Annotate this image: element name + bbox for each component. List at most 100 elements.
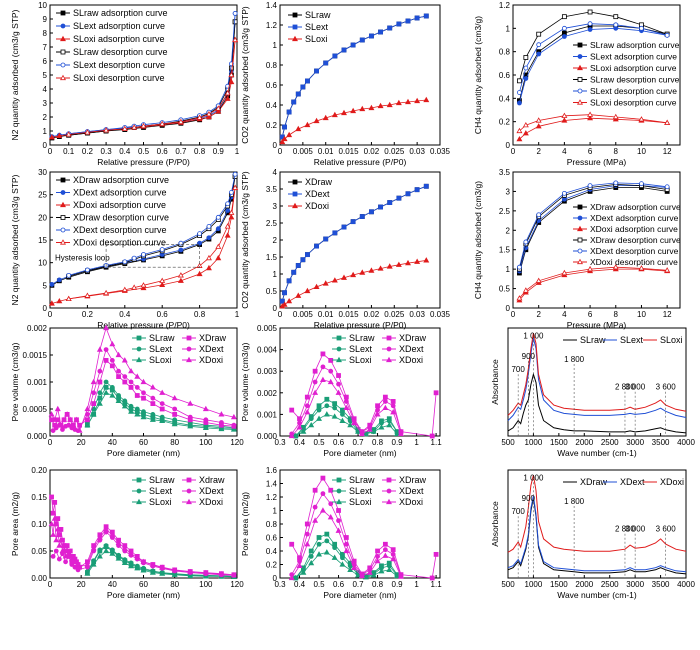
data-point [103,127,110,133]
data-point [68,555,75,562]
data-point [561,269,568,276]
data-point [561,196,567,202]
legend-label: XDoxi adsorption curve [73,200,166,210]
legend-label: SLraw [349,333,375,343]
data-point [327,514,334,520]
data-point [396,195,402,201]
data-point [339,561,346,567]
legend-label: SLraw desorption curve [73,47,168,57]
data-point [51,515,58,521]
y-tick-label: 0.002 [257,389,278,398]
data-point [517,264,522,270]
x-tick-label: 0 [511,147,516,156]
data-point [323,411,330,417]
y-tick-label: 0.8 [499,48,511,57]
series-line-1 [281,185,427,302]
legend-marker [186,477,192,483]
data-point [67,416,74,422]
y-tick-label: 0.005 [257,324,278,333]
legend-label: SLraw desorption curve [590,75,680,85]
data-point [359,214,365,219]
legend-label: SLoxi [660,335,683,345]
data-point [587,27,593,32]
data-point [52,499,58,505]
series-line-2 [519,268,668,301]
data-point [215,243,222,249]
data-point [224,89,231,96]
data-point [50,554,56,559]
data-point [535,277,542,283]
data-point [332,545,338,551]
data-point [561,25,567,31]
x-tick-label: 12 [663,310,672,319]
y-tick-label: 4 [43,85,48,94]
y-tick-label: 1 [273,270,278,279]
y-tick-label: 0.8 [266,61,278,70]
y-tick-label: 0.2 [499,118,511,127]
data-point [322,280,329,286]
data-point [84,405,91,412]
data-point [159,564,166,570]
data-point [291,99,297,105]
data-point [327,378,334,385]
legend-marker [136,356,142,363]
y-tick-label: 0.000 [257,432,278,441]
panel-b2: 0 0.005 0.01 0.015 0.02 0.025 0.03 0.03500.511.… [240,168,451,330]
data-point [382,541,388,547]
data-point [122,259,128,265]
data-point [53,548,59,554]
data-point [522,121,529,128]
data-point [341,274,347,280]
data-point [171,571,178,577]
x-tick-label: 0.3 [274,438,286,447]
data-point [296,424,303,430]
y-tick-label: 0.003 [257,367,278,376]
data-point [638,265,645,271]
series-line-1 [281,15,427,138]
x-tick-label: 0.03 [409,147,425,156]
y-tick-label: 2.5 [266,219,278,228]
data-point [561,190,567,196]
series-line-0 [507,372,687,434]
data-point [378,568,385,574]
x-tick-label: 0.5 [138,147,150,156]
x-tick-label: 2500 [601,580,619,589]
y-tick-label: 1.4 [266,480,278,489]
x-tick-label: 0.5 [313,438,325,447]
x-tick-label: 0.02 [364,147,380,156]
data-point [397,573,404,579]
legend-label: XDraw [399,333,427,343]
x-tick-label: 0.8 [194,310,206,319]
data-point [414,258,421,264]
data-point [386,421,393,428]
x-axis-label: Relative pressure (P/P0) [314,157,407,167]
y-tick-label: 1 [273,41,278,50]
x-tick-label: 0 [511,310,516,319]
x-tick-label: 2 [536,310,541,319]
data-point [378,29,383,35]
data-point [323,549,330,555]
legend-marker [60,23,66,29]
legend-label: SLraw [149,333,175,343]
data-point [128,367,135,374]
legend-marker [577,248,583,254]
data-point [90,545,97,551]
data-point [516,127,523,134]
x-tick-label: 0 [278,310,283,319]
data-point [128,384,134,390]
data-point [282,124,287,130]
data-point [369,209,374,215]
data-point [374,411,381,417]
legend-marker [577,204,583,210]
legend-marker [577,54,583,59]
data-point [103,347,109,353]
data-point [375,403,380,409]
data-point [587,114,594,121]
x-tick-label: 100 [199,580,213,589]
y-tick-label: 0.002 [27,324,48,333]
legend-label: SLext [149,486,173,496]
data-point [535,117,542,123]
y-tick-label: 0.6 [266,81,278,90]
data-point [281,301,288,307]
